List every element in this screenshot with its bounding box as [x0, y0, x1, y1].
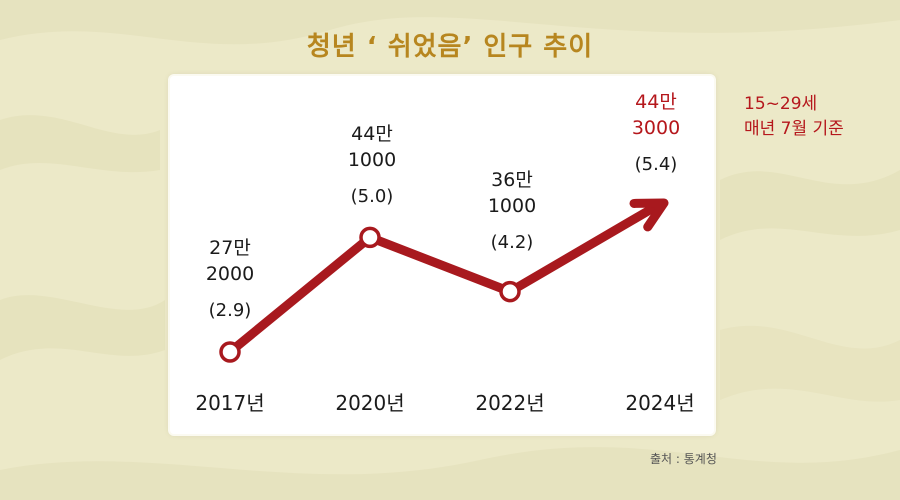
x-tick-label-1: 2017년 [195, 391, 264, 415]
value-label-3-line-1: 36만 [491, 169, 533, 191]
value-label-3-line-2: 1000 [488, 195, 536, 217]
value-label-2-line-2: 1000 [348, 149, 396, 171]
share-label-4: (5.4) [635, 154, 678, 175]
note-basis: 매년 7월 기준 [744, 119, 844, 139]
chart-note: 15~29세 매년 7월 기준 [744, 92, 894, 142]
x-axis-labels: 2017년 2020년 2022년 2024년 [195, 391, 694, 415]
note-age-range: 15~29세 [744, 94, 818, 114]
share-label-2: (5.0) [351, 186, 394, 207]
x-tick-label-2: 2020년 [335, 391, 404, 415]
share-label-1: (2.9) [209, 300, 252, 321]
value-label-1-line-2: 2000 [206, 263, 254, 285]
series-layer [219, 198, 669, 363]
value-label-1-line-1: 27만 [209, 237, 251, 259]
chart-title: 청년 ‘ 쉬었음’ 인구 추이 [306, 32, 594, 62]
value-label-4-line-1: 44만 [635, 91, 677, 113]
series-arrowhead [629, 198, 669, 232]
value-label-2-line-1: 44만 [351, 123, 393, 145]
source-credit: 출처 : 통계청 [650, 452, 717, 466]
label-layer: 27만 2000 (2.9) 44만 1000 (5.0) 36만 1000 (4.2) 44만 3… [206, 91, 680, 321]
chart-panel [170, 76, 714, 434]
data-point-marker-3 [499, 280, 521, 303]
data-point-marker-2 [359, 226, 381, 249]
x-tick-label-4: 2024년 [625, 391, 694, 415]
series-line [225, 199, 665, 357]
share-label-3: (4.2) [491, 232, 534, 253]
data-point-marker-1 [219, 341, 241, 363]
value-label-4-line-2: 3000 [632, 117, 680, 139]
x-tick-label-3: 2022년 [475, 391, 544, 415]
